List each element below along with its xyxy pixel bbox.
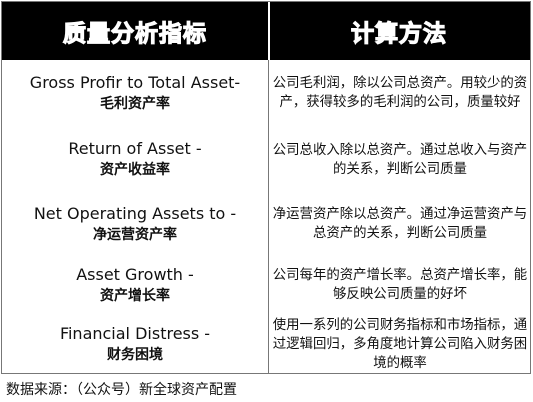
table-row: Financial Distress - 财务困境 使用一系列的公司财务指标和市… — [2, 315, 530, 373]
quality-indicators-table: 质量分析指标 计算方法 Gross Profir to Total Asset-… — [1, 1, 531, 374]
indicator-en: Net Operating Assets to - — [33, 203, 237, 223]
indicator-en: Financial Distress - — [59, 323, 211, 343]
indicator-en: Gross Profir to Total Asset- — [29, 72, 241, 92]
method-cell: 公司每年的资产增长率。总资产增长率，能够反映公司质量的好坏 — [272, 268, 528, 302]
header-indicator: 质量分析指标 — [62, 20, 207, 47]
table-row: Asset Growth - 资产增长率 公司每年的资产增长率。总资产增长率，能… — [2, 255, 530, 315]
method-cell: 净运营资产除以总资产。通过净运营资产与总资产的关系，判断公司质量 — [272, 207, 528, 241]
table-header: 质量分析指标 计算方法 — [2, 2, 530, 60]
method-cell: 使用一系列的公司财务指标和市场指标，通过逻辑回归，多角度地计算公司陷入财务困境的… — [272, 317, 528, 371]
indicator-cn: 资产收益率 — [100, 162, 170, 178]
indicator-en: Return of Asset - — [68, 139, 202, 158]
table-row: Net Operating Assets to - 净运营资产率 净运营资产除以… — [2, 193, 530, 255]
indicator-cell: Financial Distress - 财务困境 — [2, 315, 268, 373]
indicator-cn: 资产增长率 — [100, 287, 170, 304]
method-cell: 公司总收入除以总资产。通过总收入与资产的关系，判断公司质量 — [272, 142, 528, 177]
header-divider — [268, 2, 270, 60]
indicator-cn: 财务困境 — [107, 346, 163, 363]
indicator-cell: Net Operating Assets to - 净运营资产率 — [2, 193, 268, 255]
indicator-cell: Gross Profir to Total Asset- 毛利资产率 — [2, 60, 268, 126]
indicator-cell: Asset Growth - 资产增长率 — [2, 255, 268, 315]
indicator-cn: 净运营资产率 — [93, 226, 177, 243]
table-row: Return of Asset - 资产收益率 公司总收入除以总资产。通过总收入… — [2, 126, 530, 193]
data-source-note: 数据来源：（公众号）新全球资产配置 — [6, 382, 237, 398]
table-row: Gross Profir to Total Asset- 毛利资产率 公司毛利润… — [2, 60, 530, 126]
header-method: 计算方法 — [350, 20, 447, 47]
column-divider — [268, 60, 269, 373]
method-cell: 公司毛利润，除以公司总资产。用较少的资产，获得较多的毛利润的公司，质量较好 — [272, 76, 528, 110]
indicator-cell: Return of Asset - 资产收益率 — [2, 126, 268, 193]
indicator-en: Asset Growth - — [76, 264, 194, 284]
indicator-cn: 毛利资产率 — [100, 95, 170, 112]
